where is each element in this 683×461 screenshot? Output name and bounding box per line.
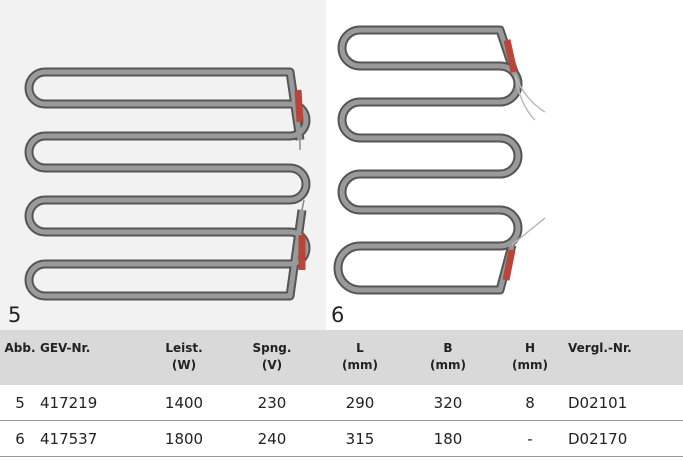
header-label: Vergl.-Nr.	[568, 341, 632, 355]
heating-element-5	[24, 67, 311, 301]
element-shape	[502, 249, 516, 281]
table-cell: 240	[228, 420, 316, 457]
table-cell: D02170	[568, 420, 683, 457]
column-header: Spng. (V)	[228, 330, 316, 385]
table-row: 6 417537 1800 240 315 180- D02170	[0, 420, 683, 457]
table-cell: 290	[316, 385, 404, 421]
product-images: 5 6	[0, 0, 546, 330]
header-label: L	[356, 341, 364, 355]
header-row: Abb. GEV-Nr. Leist. (W) Spng. (V) L (mm) B (mm) H (…	[0, 330, 683, 385]
column-header: B (mm)	[404, 330, 492, 385]
table-cell: 180	[404, 420, 492, 457]
table-cell: 8	[492, 385, 568, 421]
table-row: 5 417219 1400 230 290 320 8 D02101	[0, 385, 683, 421]
column-header: Abb.	[0, 330, 40, 385]
element-shape	[514, 74, 546, 121]
table-cell: 1400	[140, 385, 228, 421]
header-label: B	[443, 341, 453, 355]
table-cell: 417537	[40, 420, 140, 457]
table-cell: -	[492, 420, 568, 457]
element-shape	[301, 199, 305, 211]
table-cell: D02101	[568, 385, 683, 421]
column-header: Vergl.-Nr.	[568, 330, 683, 385]
table-body: 5 417219 1400 230 290 320 8 D02101 6 417537 1800 24…	[0, 385, 683, 457]
column-header: L (mm)	[316, 330, 404, 385]
header-label: H	[524, 341, 536, 355]
table-cell: 315	[316, 420, 404, 457]
column-header: H (mm)	[492, 330, 568, 385]
header-unit: (mm)	[512, 358, 548, 372]
table-cell: 1800	[140, 420, 228, 457]
figure-label: 5	[8, 303, 21, 327]
element-shape	[333, 25, 523, 295]
header-label: Leist.	[165, 341, 203, 355]
table-cell: 230	[228, 385, 316, 421]
heating-element-6	[333, 25, 546, 295]
header-unit: (mm)	[342, 358, 378, 372]
header-unit: (V)	[261, 358, 283, 372]
element-shape	[503, 39, 518, 73]
element-shape	[26, 69, 309, 299]
header-unit: (W)	[171, 358, 197, 372]
figure-label: 6	[331, 303, 344, 327]
table-cell: 417219	[40, 385, 140, 421]
header-label: Spng.	[252, 341, 292, 355]
column-header: GEV-Nr.	[40, 330, 140, 385]
element-shape	[294, 89, 304, 123]
table-cell: 6	[0, 420, 40, 457]
product-table: Abb. GEV-Nr. Leist. (W) Spng. (V) L (mm) B (mm) H (…	[0, 330, 683, 457]
column-header: Leist. (W)	[140, 330, 228, 385]
element-shape	[511, 217, 546, 246]
table-cell: 5	[0, 385, 40, 421]
header-label: Abb.	[4, 341, 36, 355]
header-unit: (mm)	[430, 358, 466, 372]
element-shape	[335, 27, 521, 293]
header-label: GEV-Nr.	[40, 341, 91, 355]
table-cell: 320	[404, 385, 492, 421]
